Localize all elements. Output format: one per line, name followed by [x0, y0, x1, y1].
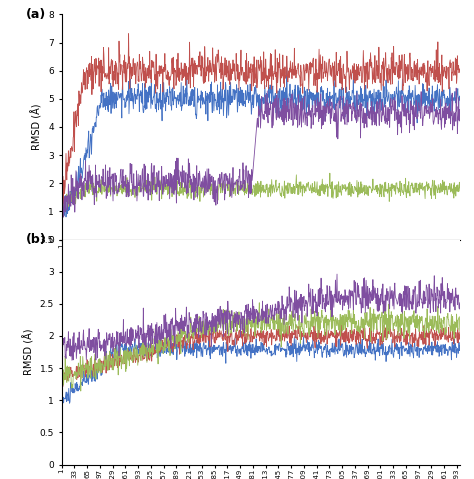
1LPB_Orlisat complex: [377, 101, 383, 107]
1LPB_Orlisat complex: [100, 182, 106, 187]
1LPB_Luteolin_7_O_glucuronoside complex: [100, 183, 106, 189]
5NN8_Apo: [333, 343, 338, 349]
1LPB_Apo: [370, 104, 376, 110]
1LPB_Apo: [377, 99, 383, 104]
1LPB_Andrographidoid D2 complex: [59, 198, 64, 204]
1LPB_Orlisat complex: [220, 185, 226, 191]
5NN8_Apo: [100, 360, 106, 366]
5NN8_Luteolin_7_O_glucuronoside complex: [457, 300, 463, 306]
Line: 1LPB_Orlisat complex: 1LPB_Orlisat complex: [62, 88, 460, 217]
1LPB_Andrographidoid D2 complex: [100, 64, 106, 69]
5NN8_Andrographidoid D2 complex: [235, 328, 240, 333]
5NN8_Andrographidoid D2 complex: [333, 315, 338, 320]
1LPB_Orlisat complex: [453, 85, 459, 91]
5NN8_Luteolin_7_O_glucuronoside complex: [370, 277, 376, 283]
5NN8_Luteolin_7_O_glucuronoside complex: [334, 271, 340, 277]
1LPB_Luteolin_7_O_glucuronoside complex: [60, 210, 66, 216]
Text: (b): (b): [26, 233, 46, 246]
1LPB_Apo: [235, 109, 240, 115]
5NN8_Acarbose complex: [235, 332, 240, 338]
Y-axis label: RMSD (Å): RMSD (Å): [31, 103, 43, 150]
5NN8_Apo: [59, 391, 64, 397]
5NN8_Apo: [220, 340, 226, 345]
5NN8_Luteolin_7_O_glucuronoside complex: [100, 342, 106, 348]
1LPB_Andrographidoid D2 complex: [220, 75, 226, 81]
5NN8_Luteolin_7_O_glucuronoside complex: [220, 310, 226, 316]
5NN8_Andrographidoid D2 complex: [59, 369, 64, 375]
1LPB_Apo: [284, 65, 290, 70]
1LPB_Apo: [220, 95, 226, 101]
Line: 5NN8_Acarbose complex: 5NN8_Acarbose complex: [62, 321, 460, 387]
Y-axis label: RMSD (Å): RMSD (Å): [23, 329, 34, 376]
1LPB_Apo: [100, 91, 106, 97]
1LPB_Andrographidoid D2 complex: [126, 31, 131, 36]
Line: 1LPB_Luteolin_7_O_glucuronoside complex: 1LPB_Luteolin_7_O_glucuronoside complex: [62, 173, 460, 213]
5NN8_Apo: [235, 346, 241, 352]
1LPB_Apo: [59, 196, 64, 202]
1LPB_Orlisat complex: [59, 203, 64, 208]
1LPB_Andrographidoid D2 complex: [235, 76, 241, 82]
Line: 1LPB_Apo: 1LPB_Apo: [62, 68, 460, 217]
5NN8_Andrographidoid D2 complex: [220, 328, 226, 333]
5NN8_Andrographidoid D2 complex: [256, 300, 262, 306]
1LPB_Luteolin_7_O_glucuronoside complex: [457, 188, 463, 194]
1LPB_Luteolin_7_O_glucuronoside complex: [235, 187, 240, 193]
1LPB_Luteolin_7_O_glucuronoside complex: [59, 195, 64, 201]
5NN8_Andrographidoid D2 complex: [370, 311, 376, 317]
1LPB_Apo: [457, 97, 463, 103]
1LPB_Apo: [60, 214, 66, 220]
1LPB_Orlisat complex: [457, 118, 463, 124]
5NN8_Luteolin_7_O_glucuronoside complex: [59, 352, 64, 357]
1LPB_Andrographidoid D2 complex: [333, 84, 338, 90]
X-axis label: Frame number: Frame number: [225, 262, 297, 273]
5NN8_Acarbose complex: [220, 338, 226, 343]
1LPB_Andrographidoid D2 complex: [457, 66, 463, 72]
5NN8_Acarbose complex: [100, 365, 106, 371]
1LPB_Andrographidoid D2 complex: [370, 73, 376, 79]
5NN8_Acarbose complex: [457, 329, 463, 335]
1LPB_Luteolin_7_O_glucuronoside complex: [327, 171, 333, 176]
1LPB_Orlisat complex: [370, 108, 375, 114]
1LPB_Luteolin_7_O_glucuronoside complex: [220, 182, 226, 188]
1LPB_Orlisat complex: [61, 214, 66, 220]
Legend: 1LPB_Apo, 1LPB_Andrographidoid D2 complex, 1LPB_Luteolin_7_O_glucuronoside compl: 1LPB_Apo, 1LPB_Andrographidoid D2 comple…: [62, 325, 410, 353]
5NN8_Acarbose complex: [333, 331, 338, 337]
1LPB_Andrographidoid D2 complex: [60, 208, 65, 214]
5NN8_Apo: [60, 404, 65, 410]
1LPB_Orlisat complex: [333, 101, 338, 107]
1LPB_Orlisat complex: [235, 177, 240, 182]
Line: 5NN8_Luteolin_7_O_glucuronoside complex: 5NN8_Luteolin_7_O_glucuronoside complex: [62, 274, 460, 360]
5NN8_Apo: [370, 347, 376, 353]
5NN8_Andrographidoid D2 complex: [100, 361, 106, 367]
5NN8_Luteolin_7_O_glucuronoside complex: [235, 309, 240, 315]
5NN8_Acarbose complex: [60, 384, 66, 389]
5NN8_Acarbose complex: [59, 364, 64, 370]
5NN8_Andrographidoid D2 complex: [457, 328, 463, 334]
Line: 5NN8_Apo: 5NN8_Apo: [62, 337, 460, 407]
5NN8_Acarbose complex: [377, 342, 383, 348]
5NN8_Luteolin_7_O_glucuronoside complex: [377, 302, 383, 308]
Line: 5NN8_Andrographidoid D2 complex: 5NN8_Andrographidoid D2 complex: [62, 303, 460, 391]
5NN8_Andrographidoid D2 complex: [377, 316, 383, 322]
Line: 1LPB_Andrographidoid D2 complex: 1LPB_Andrographidoid D2 complex: [62, 34, 460, 211]
5NN8_Acarbose complex: [339, 318, 345, 324]
5NN8_Acarbose complex: [370, 335, 376, 341]
1LPB_Apo: [333, 90, 338, 96]
5NN8_Luteolin_7_O_glucuronoside complex: [333, 277, 338, 283]
1LPB_Luteolin_7_O_glucuronoside complex: [370, 176, 376, 182]
5NN8_Apo: [182, 334, 188, 340]
5NN8_Andrographidoid D2 complex: [78, 388, 83, 394]
5NN8_Apo: [457, 343, 463, 349]
1LPB_Luteolin_7_O_glucuronoside complex: [377, 181, 383, 187]
1LPB_Andrographidoid D2 complex: [377, 80, 383, 86]
1LPB_Luteolin_7_O_glucuronoside complex: [333, 186, 338, 192]
5NN8_Luteolin_7_O_glucuronoside complex: [69, 357, 75, 363]
Text: (a): (a): [26, 8, 46, 21]
5NN8_Apo: [377, 344, 383, 350]
